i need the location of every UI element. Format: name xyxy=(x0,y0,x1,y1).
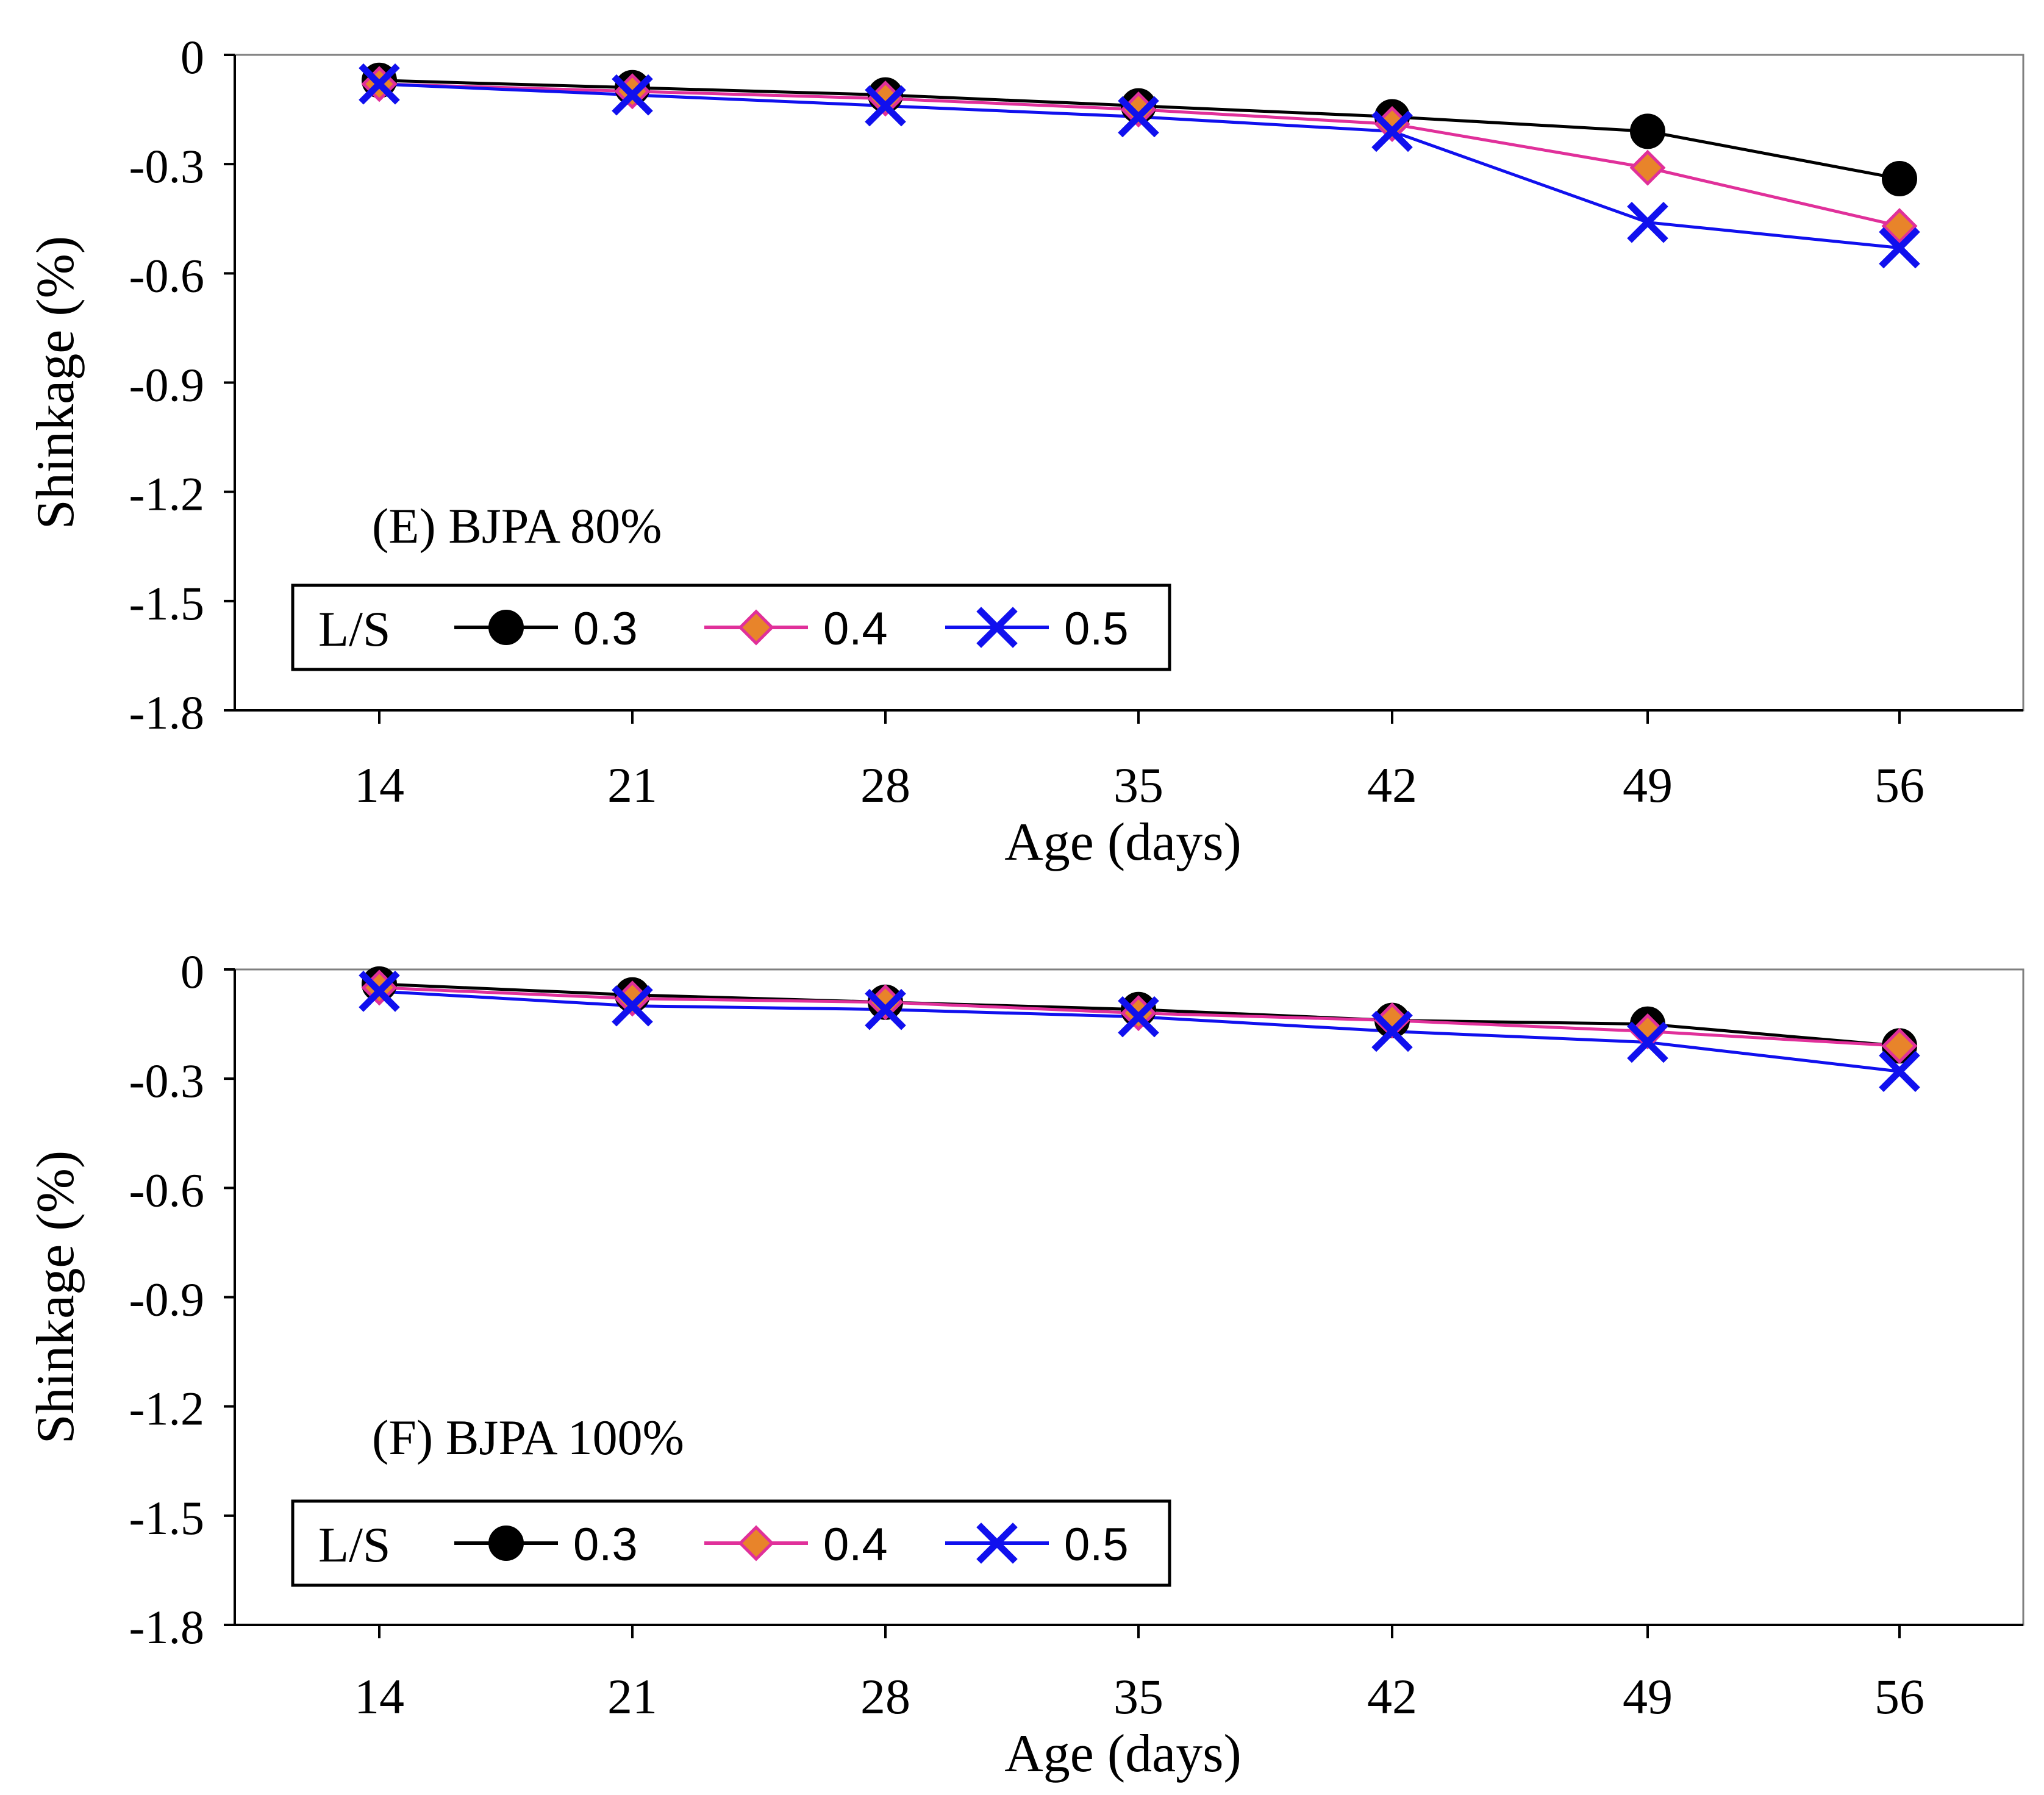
data-point-0-3 xyxy=(1630,113,1665,149)
legend-marker xyxy=(976,607,1018,648)
legend-title: L/S xyxy=(318,601,390,657)
x-tick-label: 14 xyxy=(354,757,404,813)
y-tick-label: -0.6 xyxy=(129,249,204,302)
data-point-0-4 xyxy=(1629,149,1666,186)
data-point-0-5 xyxy=(1118,96,1159,138)
data-point-0-5 xyxy=(1627,201,1668,243)
x-tick-label: 28 xyxy=(860,757,910,813)
y-tick-label: -1.2 xyxy=(129,1382,204,1435)
legend-marker xyxy=(488,610,524,645)
data-point-0-4 xyxy=(1629,1013,1666,1050)
y-tick-label: -0.3 xyxy=(129,140,204,193)
y-tick-label: -0.9 xyxy=(129,1273,204,1326)
data-point-0-5 xyxy=(612,985,653,1027)
data-point-0-5 xyxy=(1118,996,1159,1038)
legend-label: 0.4 xyxy=(823,603,888,655)
data-point-0-5 xyxy=(359,971,400,1012)
data-point-0-3 xyxy=(1882,161,1917,197)
legend-label: 0.5 xyxy=(1064,603,1129,655)
x-axis-title: Age (days) xyxy=(1004,813,1242,872)
x-tick-label: 21 xyxy=(607,1669,657,1724)
y-tick-label: -0.6 xyxy=(129,1163,204,1216)
y-tick-label: 0 xyxy=(180,945,204,998)
data-point-0-5 xyxy=(1627,1021,1668,1063)
data-point-0-5 xyxy=(1371,1010,1413,1052)
chart-panel-e: 0 -0.3 -0.6 -0.9 -1.2 -1.5 -1.8 14 21 28 35 42 49 56 A… xyxy=(26,30,2024,872)
x-tick-label: 14 xyxy=(354,1669,404,1724)
x-tick-label: 56 xyxy=(1874,757,1924,813)
x-tick-label: 35 xyxy=(1113,757,1163,813)
legend-label: 0.5 xyxy=(1064,1519,1129,1571)
y-tick-label: -1.5 xyxy=(129,577,204,630)
y-tick-label: 0 xyxy=(180,30,204,84)
x-tick-label: 49 xyxy=(1623,757,1673,813)
x-tick-label: 21 xyxy=(607,757,657,813)
y-tick-label: -0.9 xyxy=(129,359,204,412)
y-tick-label: -1.8 xyxy=(129,1601,204,1654)
x-tick-label: 28 xyxy=(860,1669,910,1724)
legend-marker xyxy=(488,1526,524,1561)
x-tick-label: 42 xyxy=(1367,1669,1417,1724)
y-tick-label: -1.2 xyxy=(129,468,204,521)
y-tick-label: -0.3 xyxy=(129,1054,204,1107)
data-point-0-5 xyxy=(612,74,653,116)
x-tick-label: 49 xyxy=(1623,1669,1673,1724)
data-point-0-4 xyxy=(1374,1002,1410,1039)
legend-title: L/S xyxy=(318,1517,390,1572)
legend-label: 0.3 xyxy=(573,1519,638,1571)
legend-label: 0.3 xyxy=(573,603,638,655)
chart-title: (F) BJPA 100% xyxy=(372,1410,684,1465)
y-axis-title: Shinkage (%) xyxy=(26,236,85,529)
legend-marker xyxy=(976,1522,1018,1564)
legend-marker xyxy=(738,1525,774,1561)
x-tick-label: 42 xyxy=(1367,757,1417,813)
y-tick-label: -1.8 xyxy=(129,686,204,739)
y-axis-title: Shinkage (%) xyxy=(26,1151,85,1444)
data-point-0-5 xyxy=(359,63,400,105)
legend-marker xyxy=(738,609,774,646)
x-tick-label: 56 xyxy=(1874,1669,1924,1724)
data-point-0-4 xyxy=(1881,1027,1918,1064)
data-point-0-4 xyxy=(1881,208,1918,244)
legend-label: 0.4 xyxy=(823,1519,888,1571)
data-point-0-5 xyxy=(1879,227,1920,269)
x-tick-label: 35 xyxy=(1113,1669,1163,1724)
y-tick-label: -1.5 xyxy=(129,1491,204,1544)
data-point-0-5 xyxy=(1371,110,1413,152)
x-axis-title: Age (days) xyxy=(1004,1724,1242,1783)
data-point-0-5 xyxy=(865,85,906,127)
data-point-0-5 xyxy=(1879,1051,1920,1092)
chart-panel-f: 0 -0.3 -0.6 -0.9 -1.2 -1.5 -1.8 14 21 28 35 42 49 56 A… xyxy=(26,945,2024,1783)
data-point-0-5 xyxy=(865,988,906,1030)
chart-title: (E) BJPA 80% xyxy=(372,498,662,554)
